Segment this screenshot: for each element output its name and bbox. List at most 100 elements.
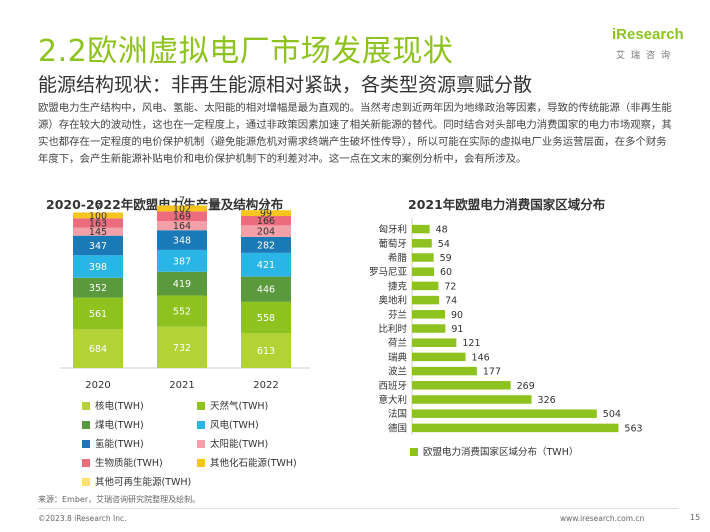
y-tick-label: 比利时 <box>378 323 407 335</box>
x-tick-label: 2020 <box>85 380 110 391</box>
legend-label: 天然气(TWH) <box>210 401 269 412</box>
bar-segment <box>157 220 207 231</box>
bar <box>412 239 432 248</box>
bar-segment <box>157 249 207 272</box>
bar-segment <box>73 212 123 219</box>
legend-label: 风电(TWH) <box>210 420 259 431</box>
data-label: 100 <box>89 211 107 222</box>
legend-label: 太阳能(TWH) <box>210 439 269 450</box>
legend-swatch <box>197 440 205 448</box>
y-tick-label: 西班牙 <box>378 380 407 392</box>
legend-swatch <box>197 402 205 410</box>
bar <box>412 338 457 347</box>
data-label: 48 <box>436 225 448 236</box>
bar-segment <box>157 205 207 212</box>
data-label: 282 <box>257 240 275 251</box>
data-label: 163 <box>89 218 107 229</box>
bar-segment <box>73 329 123 368</box>
legend-item: 风电(TWH) <box>197 419 259 433</box>
data-label: 121 <box>462 338 480 349</box>
stacked-chart-title: 2020-2022年欧盟电力生产量及结构分布 <box>46 197 284 212</box>
legend-item: 天然气(TWH) <box>197 400 268 414</box>
data-label: 421 <box>257 260 275 271</box>
data-label: 684 <box>89 344 107 355</box>
data-label: 177 <box>483 367 501 378</box>
y-tick-label: 奥地利 <box>378 295 407 307</box>
data-label: 348 <box>173 236 191 247</box>
bar-segment <box>241 210 291 217</box>
y-tick-label: 法国 <box>388 408 407 420</box>
data-label: 90 <box>451 310 463 321</box>
data-label: 419 <box>173 279 191 290</box>
data-label: 72 <box>444 281 456 292</box>
data-label: 504 <box>603 409 621 420</box>
legend-item: 生物质能(TWH) <box>82 457 163 471</box>
bar-segment <box>157 211 207 221</box>
bar <box>412 253 434 262</box>
horizontal-chart-title: 2021年欧盟电力消费国家区域分布 <box>408 197 606 212</box>
source-note: 来源：Ember，艾瑞咨询研究院整理及绘制。 <box>38 495 201 504</box>
horizontal-bar-chart: 匈牙利 48 葡萄牙 54 希腊 59 罗马尼亚 60 捷克 72 奥地利 74 芬兰 90 比利时 91 荷兰… <box>369 218 643 435</box>
page-title: 2.2欧洲虚拟电厂市场发展现状 <box>38 34 454 69</box>
legend-swatch <box>197 421 205 429</box>
data-label: 59 <box>440 253 452 264</box>
bar <box>412 310 445 319</box>
x-tick-label: 2021 <box>169 380 194 391</box>
data-label: 60 <box>440 267 452 278</box>
legend-swatch <box>82 402 90 410</box>
legend-item: 核电(TWH) <box>82 400 144 414</box>
bar-segment <box>157 271 207 296</box>
data-label: 7 <box>179 195 185 206</box>
bar-segment <box>157 230 207 250</box>
y-tick-label: 匈牙利 <box>378 224 407 236</box>
y-tick-label: 希腊 <box>388 252 408 264</box>
bar-segment <box>241 252 291 277</box>
data-label: 558 <box>257 313 275 324</box>
data-label: 54 <box>438 239 450 250</box>
bar <box>412 352 466 362</box>
bar-segment <box>157 295 207 327</box>
data-label: 326 <box>538 395 556 406</box>
legend-label: 氢能(TWH) <box>95 439 144 450</box>
bar-segment <box>241 276 291 302</box>
y-tick-label: 葡萄牙 <box>378 238 407 250</box>
legend-item: 太阳能(TWH) <box>197 438 268 452</box>
legend-swatch <box>82 459 90 467</box>
horizontal-chart-legend: 欧盟电力消费国家区域分布（TWH） <box>410 444 578 458</box>
data-label: 146 <box>472 352 490 363</box>
legend-label: 核电(TWH) <box>95 401 144 412</box>
bar-segment <box>73 218 123 228</box>
bar-segment <box>73 255 123 278</box>
data-label: 102 <box>173 204 191 215</box>
data-label: 91 <box>451 324 463 335</box>
bar <box>412 324 446 333</box>
data-label: 164 <box>173 221 191 232</box>
y-tick-label: 捷克 <box>388 280 408 292</box>
bar <box>412 409 597 418</box>
data-label: 613 <box>257 346 275 357</box>
logo-cn: 艾瑞咨询 <box>616 51 677 61</box>
data-label: 145 <box>89 227 107 238</box>
bar <box>412 224 430 234</box>
legend-label: 其他可再生能源(TWH) <box>95 477 192 488</box>
x-tick-label: 2022 <box>253 380 278 391</box>
page-number: 15 <box>690 513 701 522</box>
body-paragraph: 欧盟电力生产结构中，风电、氢能、太阳能的相对增幅是最为直观的。当然考虑到近两年因… <box>38 102 672 165</box>
y-tick-label: 荷兰 <box>388 337 407 349</box>
data-label: 552 <box>173 307 191 318</box>
legend-swatch <box>82 478 90 486</box>
bar <box>412 381 511 390</box>
legend-item: 煤电(TWH) <box>82 419 144 433</box>
bar-segment <box>241 301 291 334</box>
legend-item: 氢能(TWH) <box>82 438 144 452</box>
footer-divider <box>38 508 678 509</box>
legend-label: 欧盟电力消费国家区域分布（TWH） <box>423 447 579 458</box>
data-label: 7 <box>263 200 269 211</box>
y-tick-label: 芬兰 <box>388 309 407 321</box>
y-tick-label: 德国 <box>388 422 407 434</box>
legend-item: 其他可再生能源(TWH) <box>82 476 191 490</box>
bar <box>412 295 440 305</box>
data-label: 169 <box>173 212 191 223</box>
data-label: 398 <box>89 262 107 273</box>
bar-segment <box>241 333 291 368</box>
